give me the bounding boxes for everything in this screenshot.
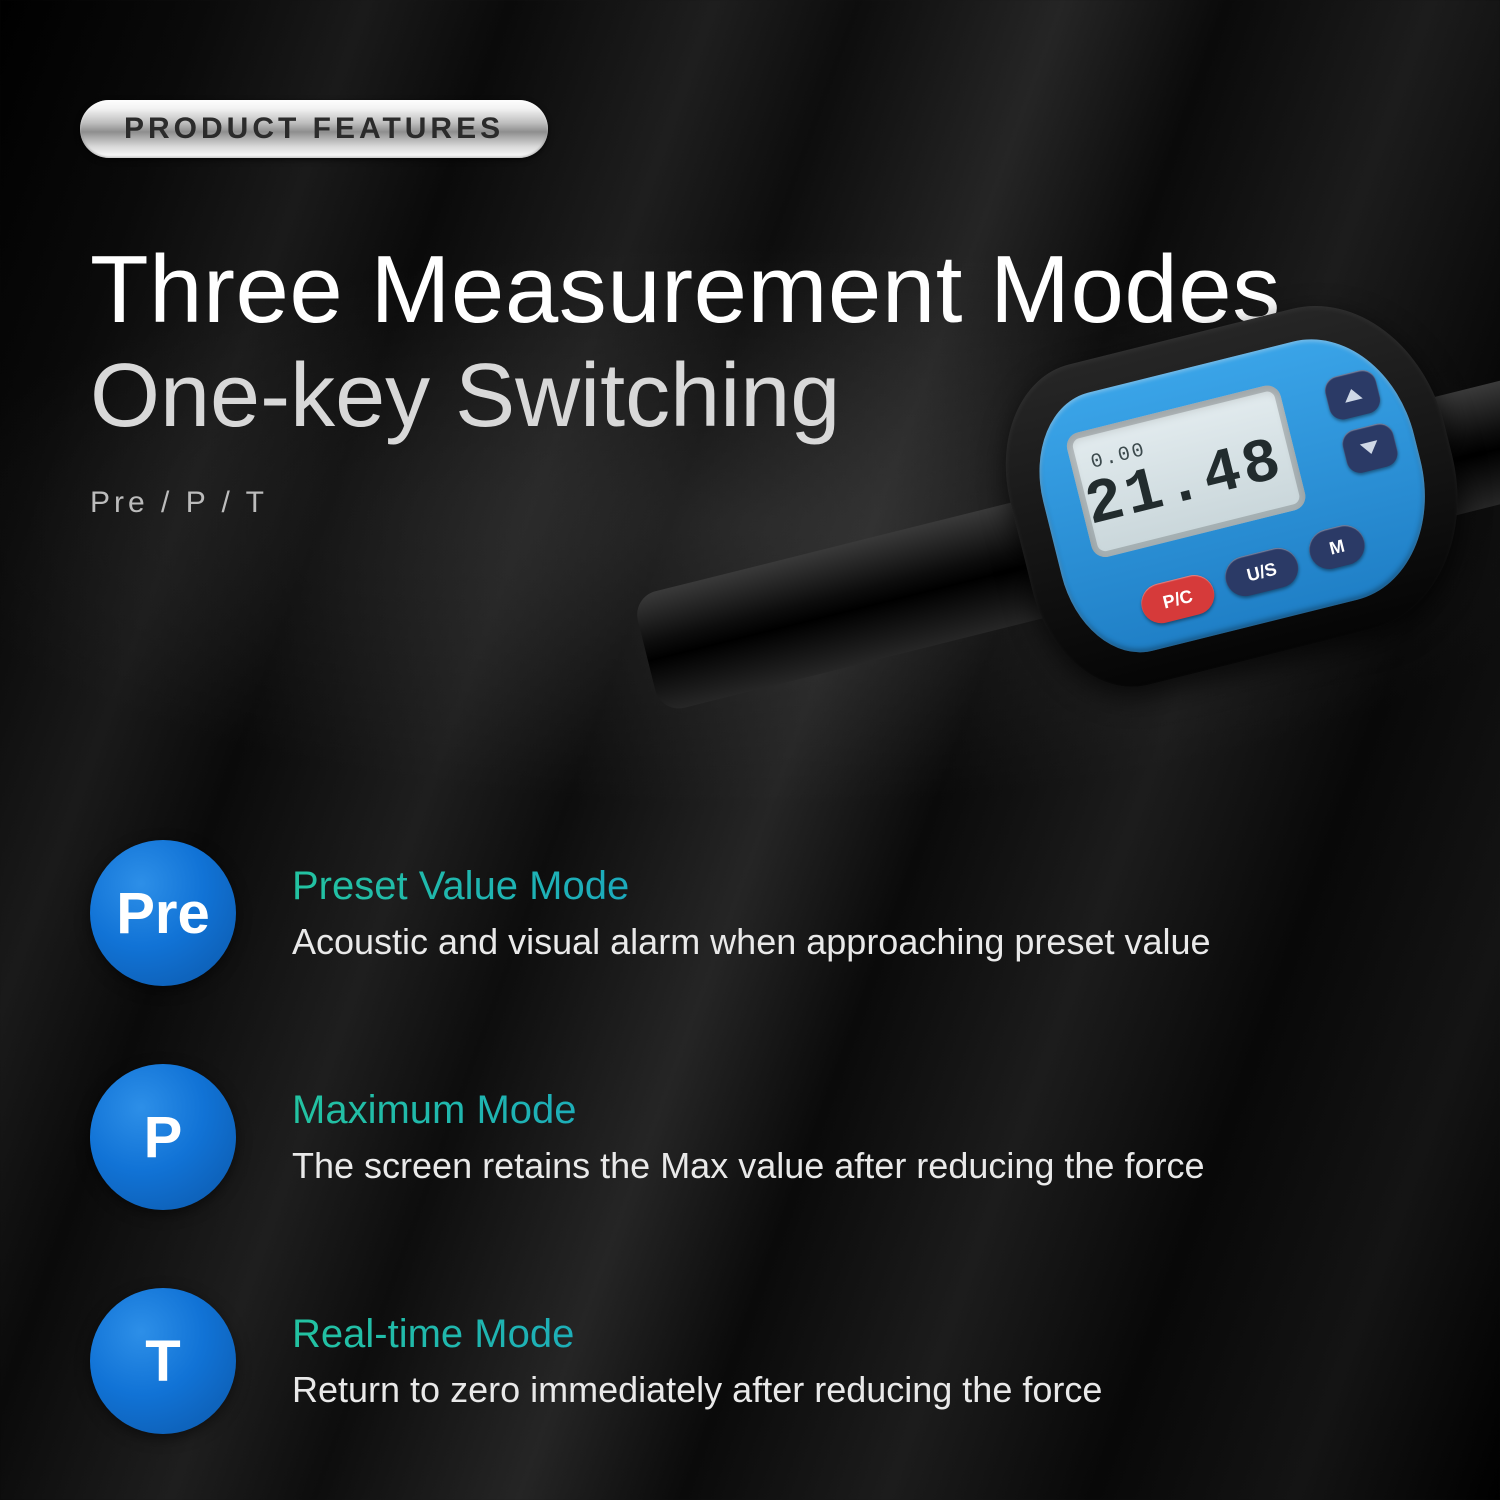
headline: Three Measurement Modes One-key Switchin… <box>90 240 1281 520</box>
mode-item-t: T Real-time Mode Return to zero immediat… <box>90 1288 1370 1434</box>
mode-circle: Pre <box>90 840 236 986</box>
device-m-button: M <box>1305 521 1369 573</box>
device-shaft <box>1399 319 1500 523</box>
mode-desc: The screen retains the Max value after r… <box>292 1145 1370 1187</box>
mode-abbrev: Pre / P / T <box>90 486 1281 520</box>
mode-item-pre: Pre Preset Value Mode Acoustic and visua… <box>90 840 1370 986</box>
mode-desc: Acoustic and visual alarm when approachi… <box>292 921 1370 963</box>
mode-desc: Return to zero immediately after reducin… <box>292 1369 1370 1411</box>
chevron-up-icon <box>1342 387 1362 403</box>
product-features-badge: PRODUCT FEATURES <box>80 100 548 158</box>
badge-label: PRODUCT FEATURES <box>124 112 504 145</box>
mode-key: P <box>144 1104 183 1171</box>
device-down-button <box>1339 421 1400 476</box>
page-subtitle: One-key Switching <box>90 347 1281 446</box>
mode-title: Preset Value Mode <box>292 864 1370 909</box>
modes-list: Pre Preset Value Mode Acoustic and visua… <box>90 840 1370 1500</box>
page-title: Three Measurement Modes <box>90 240 1281 341</box>
mode-title: Real-time Mode <box>292 1312 1370 1357</box>
mode-text: Maximum Mode The screen retains the Max … <box>292 1088 1370 1187</box>
mode-circle: P <box>90 1064 236 1210</box>
device-us-button: U/S <box>1221 544 1302 601</box>
chevron-down-icon <box>1360 440 1380 456</box>
mode-circle: T <box>90 1288 236 1434</box>
mode-key: Pre <box>116 880 210 947</box>
mode-text: Preset Value Mode Acoustic and visual al… <box>292 864 1370 963</box>
mode-text: Real-time Mode Return to zero immediatel… <box>292 1312 1370 1411</box>
device-shaft <box>632 495 1069 713</box>
mode-title: Maximum Mode <box>292 1088 1370 1133</box>
device-pc-button: P/C <box>1137 571 1218 628</box>
mode-key: T <box>145 1328 180 1395</box>
device-up-button <box>1322 367 1383 422</box>
mode-item-p: P Maximum Mode The screen retains the Ma… <box>90 1064 1370 1210</box>
